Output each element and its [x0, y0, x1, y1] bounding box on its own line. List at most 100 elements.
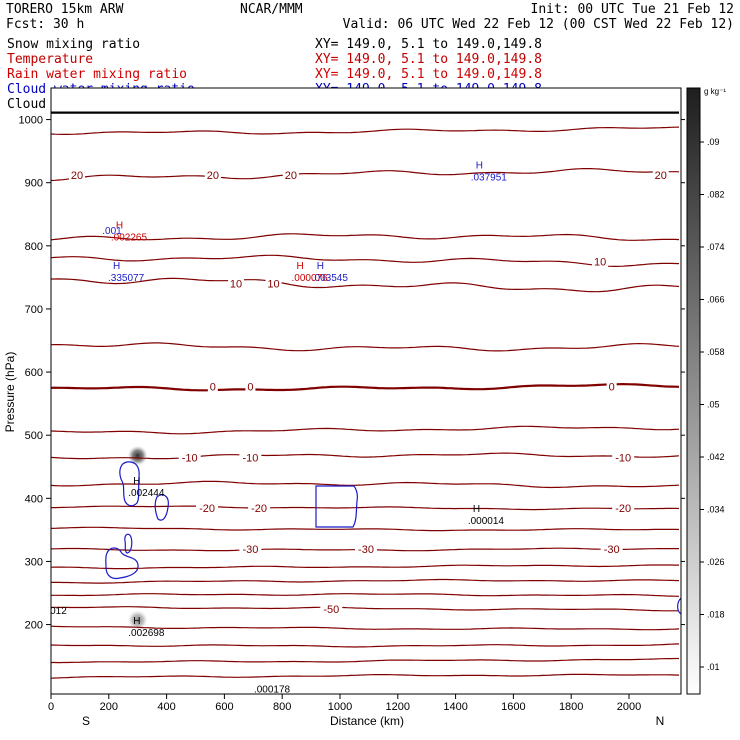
isotherm-label-mask — [245, 380, 256, 393]
colorbar-tick-label: .042 — [707, 452, 725, 462]
field-name: Snow mixing ratio — [7, 37, 140, 52]
isotherm-line — [51, 625, 680, 631]
colorbar-tick-label: .034 — [707, 505, 725, 515]
isotherm-line — [51, 425, 680, 435]
isotherm-line — [51, 643, 680, 648]
isotherm-label-mask — [265, 277, 282, 290]
extremum-value: .002265 — [111, 232, 148, 243]
extremum-value: .037951 — [471, 172, 508, 183]
isotherm-label-mask — [355, 542, 377, 555]
title-block: TORERO 15km ARW NCAR/MMM Init: 00 UTC Tu… — [6, 2, 734, 32]
isotherm-line — [51, 578, 680, 584]
isotherm-label-mask — [239, 451, 262, 464]
isotherm-label: 10 — [230, 279, 242, 291]
colorbar-tick-label: .09 — [707, 137, 720, 147]
isotherm-label: 0 — [609, 382, 615, 394]
isotherm-line — [51, 480, 680, 489]
isotherm-label: -20 — [615, 503, 631, 515]
extremum-symbol: H — [297, 261, 304, 272]
colorbar-tick-label: .058 — [707, 347, 725, 357]
y-tick-label: 800 — [25, 241, 43, 253]
x-tick-label: 800 — [273, 701, 291, 713]
colorbar-tick-label: .01 — [707, 662, 720, 672]
isotherm-line — [51, 657, 679, 664]
isotherm-label-mask — [282, 169, 299, 182]
cloud-water-contour — [105, 547, 139, 580]
cloud-water-contour — [677, 597, 681, 615]
isotherm-line — [51, 233, 680, 241]
snow-shading-layer — [127, 445, 148, 631]
colorbar-tick-label: .05 — [707, 400, 720, 410]
y-tick-label: 900 — [25, 178, 43, 190]
plot-frame — [50, 87, 682, 695]
extremum-symbol: H — [473, 504, 480, 515]
isotherm-line — [51, 452, 680, 460]
isotherm-line — [51, 564, 679, 570]
isotherm-label-mask — [320, 602, 343, 615]
colorbar-ramp — [686, 87, 701, 695]
forecast-hour: Fcst: 30 h — [6, 17, 84, 32]
y-tick-label: 1000 — [19, 115, 43, 127]
isotherm-label: 0 — [247, 382, 253, 394]
isotherm-line — [51, 673, 680, 679]
isotherm-line — [51, 526, 680, 532]
extremum-value: .000014 — [468, 516, 505, 527]
isotherm-line — [51, 168, 680, 182]
isotherm-label-mask — [612, 501, 635, 514]
isotherm-label-mask — [612, 451, 635, 464]
isotherm-label-mask — [204, 169, 221, 182]
north-end-label: N — [656, 714, 665, 728]
isotherm-label: 20 — [207, 170, 219, 182]
isotherm-label: 20 — [285, 170, 297, 182]
cloud-water-contour — [315, 485, 358, 528]
x-tick-label: 1400 — [443, 701, 467, 713]
x-tick-label: 400 — [157, 701, 175, 713]
extremum-symbol: H — [133, 476, 140, 487]
isotherm-label-mask — [248, 501, 271, 514]
isotherm-label: -10 — [242, 452, 258, 464]
isotherm-label: 10 — [594, 257, 606, 269]
isotherm-line — [51, 606, 679, 612]
field-xy-range: XY= 149.0, 5.1 to 149.0,149.8 — [315, 52, 542, 67]
x-tick-label: 0 — [48, 701, 54, 713]
isotherm-label: -50 — [323, 604, 339, 616]
x-tick-label: 600 — [215, 701, 233, 713]
isotherm-line — [51, 342, 680, 352]
init-time: Init: 00 UTC Tue 21 Feb 12 — [531, 2, 735, 17]
y-tick-label: 200 — [25, 620, 43, 632]
extremum-value: .012 — [47, 606, 67, 617]
isotherm-label: -30 — [358, 544, 374, 556]
extremum-symbol: H — [133, 616, 140, 627]
isotherm-line — [51, 505, 680, 511]
isotherm-label-mask — [196, 501, 219, 514]
extremum-value: .001 — [102, 226, 122, 237]
isotherm-label-mask — [69, 169, 86, 182]
y-axis-title: Pressure (hPa) — [3, 352, 17, 433]
extrema-labels: H.002698H.002444H.000014.000178.012H.335… — [47, 160, 508, 695]
cloud-water-contour — [124, 533, 133, 554]
isotherm-label: -20 — [251, 503, 267, 515]
extremum-value: .000178 — [254, 684, 291, 695]
temperature-isotherms: 20 20 20 20 10 10 10 0 0 0 -10 -10 -10 -20 -20 -20 -30 -3… — [51, 111, 680, 679]
extremum-value: .002698 — [128, 628, 165, 639]
center-title: NCAR/MMM — [240, 2, 303, 17]
isotherm-label-mask — [207, 380, 218, 393]
y-tick-label: 500 — [25, 430, 43, 442]
isotherm-line — [51, 382, 680, 392]
x-tick-label: 1600 — [501, 701, 525, 713]
isotherm-label: -30 — [242, 544, 258, 556]
isotherm-label: -10 — [182, 452, 198, 464]
isotherm-label: 20 — [655, 170, 667, 182]
extremum-symbol: H — [317, 261, 324, 272]
extremum-value: .335077 — [108, 273, 145, 284]
isotherm-label: -30 — [604, 544, 620, 556]
field-xy-range: XY= 149.0, 5.1 to 149.0,149.8 — [315, 37, 542, 52]
isotherm-label-mask — [600, 542, 623, 555]
isotherm-label: -20 — [199, 503, 215, 515]
isotherm-label-mask — [227, 277, 244, 290]
isotherm-label-mask — [652, 169, 669, 182]
isotherm-line — [51, 277, 680, 293]
isotherm-label: 0 — [210, 382, 216, 394]
